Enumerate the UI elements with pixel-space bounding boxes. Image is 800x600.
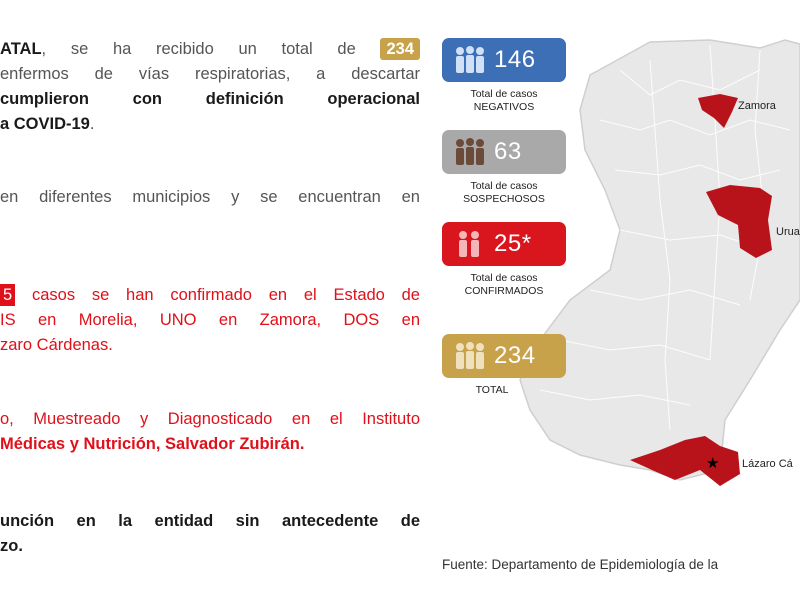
caption-line: SOSPECHOSOS xyxy=(463,193,545,205)
caption-line: CONFIRMADOS xyxy=(464,285,544,297)
paragraph-confirmados: 5 casos se han confirmado en el Estado d… xyxy=(0,284,420,306)
stat-caption: Total de casos CONFIRMADOS xyxy=(442,272,566,298)
paragraph-line: Médicas y Nutrición, Salvador Zubirán. xyxy=(0,433,304,455)
state-outline xyxy=(519,39,800,481)
confirmed-badge: 5 xyxy=(0,284,16,306)
stat-caption: Total de casos SOSPECHOSOS xyxy=(442,180,566,206)
text-fragment: . xyxy=(89,115,95,133)
source-note: Fuente: Departamento de Epidemiología de… xyxy=(442,557,719,572)
text-fragment: zo. xyxy=(0,537,23,555)
people-icon xyxy=(456,342,484,369)
text-fragment: ATAL xyxy=(0,40,42,58)
people-icon xyxy=(459,231,479,257)
region-uruapan xyxy=(706,185,772,258)
caption-line: Total de casos xyxy=(470,180,538,192)
total-badge: 234 xyxy=(380,38,420,60)
paragraph-antecedente: unción en la entidad sin antecedente de xyxy=(0,510,420,532)
caption-line: Total de casos xyxy=(470,88,538,100)
stat-caption: TOTAL xyxy=(442,384,542,397)
map-label-zamora: Zamora xyxy=(738,100,776,112)
text-fragment: cumplieron con definición operacional xyxy=(0,90,420,108)
star-marker: ★ xyxy=(706,454,719,472)
caption-line: NEGATIVOS xyxy=(473,101,535,113)
paragraph-line: zaro Cárdenas. xyxy=(0,336,113,354)
people-icon xyxy=(456,138,484,165)
stat-total: 234 xyxy=(442,334,566,378)
map-label-lazaro: Lázaro Cá xyxy=(742,458,793,470)
stat-value: 63 xyxy=(494,138,522,165)
paragraph-line: enfermos de vías respiratorias, a descar… xyxy=(0,65,420,83)
stat-confirmados: 25* xyxy=(442,222,566,266)
map-label-uruapan: Urua xyxy=(776,226,800,238)
paragraph-line: IS en Morelia, UNO en Zamora, DOS en xyxy=(0,311,420,329)
paragraph-line: cumplieron con definición operacional xyxy=(0,88,420,110)
stat-value: 234 xyxy=(494,342,536,369)
text-fragment: Médicas y Nutrición, Salvador Zubirán. xyxy=(0,435,305,453)
text-fragment: a COVID-19 xyxy=(0,115,90,133)
text-fragment: , se ha recibido un total de xyxy=(41,40,356,58)
michoacan-map: ★ xyxy=(519,39,800,486)
stat-value: 25* xyxy=(494,230,532,257)
caption-line: Total de casos xyxy=(470,272,538,284)
paragraph-instituto: o, Muestreado y Diagnosticado en el Inst… xyxy=(0,410,420,428)
stat-caption: Total de casos NEGATIVOS xyxy=(442,88,566,114)
caption-line: TOTAL xyxy=(475,384,509,396)
region-lazaro-cardenas xyxy=(630,436,740,486)
paragraph-municipios: en diferentes municipios y se encuentran… xyxy=(0,188,420,206)
paragraph-total: ATAL, se ha recibido un total de 234 xyxy=(0,38,420,60)
stat-value: 146 xyxy=(494,46,536,73)
paragraph-line: zo. xyxy=(0,535,23,557)
stat-negativos: 146 xyxy=(442,38,566,82)
text-fragment: casos se han confirmado en el Estado de xyxy=(31,286,420,304)
text-fragment: unción en la entidad sin antecedente de xyxy=(0,512,420,530)
paragraph-line: a COVID-19. xyxy=(0,113,94,135)
stat-sospechosos: 63 xyxy=(442,130,566,174)
region-zamora xyxy=(698,94,738,128)
people-icon xyxy=(456,46,484,73)
